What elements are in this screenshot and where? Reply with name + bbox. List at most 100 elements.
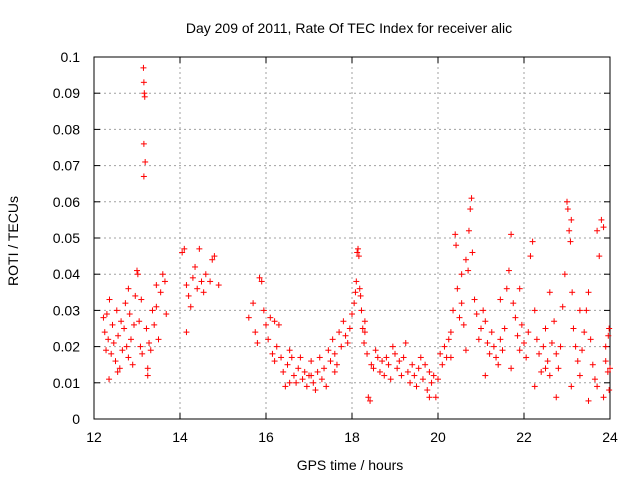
data-point <box>368 361 375 368</box>
data-point <box>258 278 265 285</box>
data-point <box>426 368 433 375</box>
data-point <box>318 376 325 383</box>
data-point <box>121 325 128 332</box>
data-point <box>374 354 381 361</box>
data-point <box>336 329 343 336</box>
data-point <box>437 350 444 357</box>
data-point <box>198 278 205 285</box>
data-point <box>211 253 218 260</box>
data-point <box>602 343 609 350</box>
data-point <box>394 365 401 372</box>
data-point <box>495 361 502 368</box>
data-point <box>465 267 472 274</box>
data-point <box>263 321 269 328</box>
data-point <box>598 216 605 223</box>
data-point <box>256 274 263 281</box>
y-tick-label: 0.06 <box>53 194 80 210</box>
data-point <box>525 329 532 336</box>
data-point <box>129 361 136 368</box>
data-point <box>462 256 469 263</box>
data-point <box>265 336 272 343</box>
data-point <box>553 350 560 357</box>
data-point <box>594 383 601 390</box>
x-tick-label: 14 <box>172 429 188 445</box>
data-point <box>458 300 465 307</box>
data-point <box>576 307 583 314</box>
data-point <box>585 397 592 404</box>
data-point <box>454 285 461 292</box>
data-point <box>286 347 293 354</box>
data-point <box>518 321 525 328</box>
data-point <box>100 314 107 321</box>
data-point <box>447 354 454 361</box>
data-point <box>364 350 371 357</box>
y-tick-label: 0.04 <box>53 266 80 282</box>
data-point <box>329 336 336 343</box>
data-point <box>119 347 126 354</box>
data-point <box>187 303 194 310</box>
data-point <box>585 289 592 296</box>
data-point <box>422 361 429 368</box>
data-point <box>566 227 573 234</box>
data-point <box>351 300 358 307</box>
data-point <box>146 339 153 346</box>
data-point <box>215 282 222 289</box>
data-point <box>516 285 523 292</box>
data-point <box>105 336 112 343</box>
data-point <box>372 347 379 354</box>
y-tick-label: 0.02 <box>53 339 80 355</box>
data-point <box>115 332 122 339</box>
data-point <box>181 245 188 252</box>
x-tick-label: 16 <box>258 429 274 445</box>
data-point <box>295 365 302 372</box>
data-point <box>533 336 540 343</box>
data-point <box>564 198 570 205</box>
data-point <box>379 358 386 365</box>
data-point <box>559 303 566 310</box>
data-point <box>183 329 190 336</box>
data-point <box>106 376 113 383</box>
data-point <box>581 329 588 336</box>
data-point <box>450 307 457 314</box>
data-point <box>542 365 549 372</box>
data-point <box>404 368 411 375</box>
data-point <box>338 343 345 350</box>
data-point <box>147 347 154 354</box>
data-point <box>299 376 306 383</box>
data-point <box>367 397 374 404</box>
data-point <box>140 173 147 180</box>
data-point <box>540 343 547 350</box>
data-point <box>143 325 150 332</box>
data-point <box>417 354 424 361</box>
data-point <box>531 307 538 314</box>
x-tick-label: 18 <box>344 429 360 445</box>
data-point <box>290 372 297 379</box>
data-point <box>576 372 583 379</box>
data-point <box>103 311 110 318</box>
data-point <box>323 383 330 390</box>
data-point <box>607 365 613 372</box>
data-point <box>310 379 317 386</box>
data-point <box>564 206 571 213</box>
data-point <box>591 376 598 383</box>
data-point <box>435 376 441 383</box>
data-point <box>468 195 475 202</box>
data-point <box>267 314 274 321</box>
data-point <box>286 379 293 386</box>
data-point <box>327 358 334 365</box>
data-point <box>486 350 493 357</box>
data-point <box>260 307 267 314</box>
data-point <box>114 368 121 375</box>
grid-lines <box>94 57 610 419</box>
data-point <box>185 292 192 299</box>
data-point <box>475 336 482 343</box>
data-point <box>183 282 190 289</box>
data-point <box>157 289 164 296</box>
data-point <box>538 368 545 375</box>
data-point <box>200 289 207 296</box>
data-point <box>250 300 257 307</box>
data-point <box>604 368 611 375</box>
data-point <box>103 347 110 354</box>
data-point <box>108 350 115 357</box>
data-point <box>153 303 160 310</box>
